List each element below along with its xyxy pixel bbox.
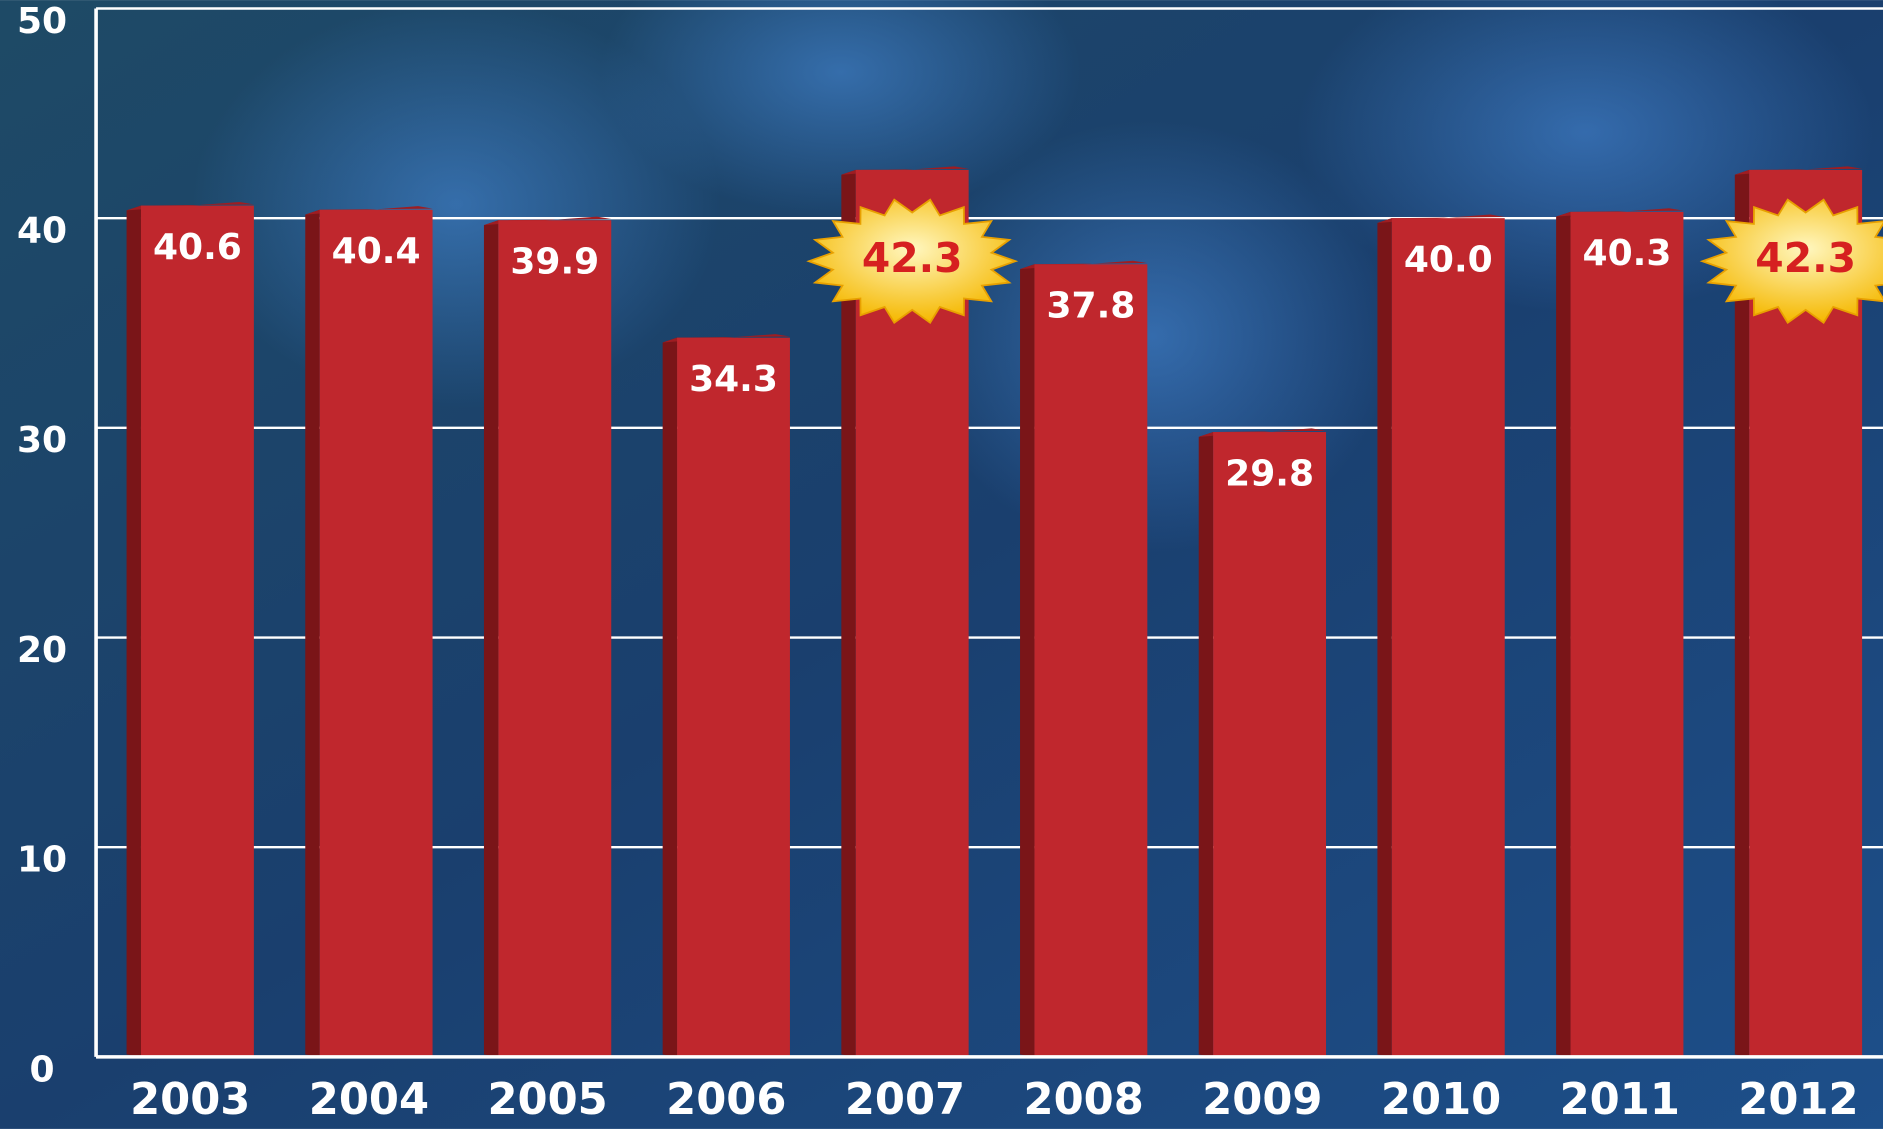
- bar-top: [1020, 260, 1148, 270]
- data-label: 37.8: [1046, 286, 1135, 327]
- x-tick-label: 2012: [1738, 1075, 1858, 1125]
- starburst: [1699, 198, 1883, 324]
- data-label: 34.3: [689, 359, 778, 400]
- bar-side: [1377, 218, 1392, 1057]
- x-tick-label: 2005: [487, 1075, 607, 1125]
- x-tick-label: 2007: [845, 1075, 965, 1125]
- x-tick-label: 2009: [1202, 1075, 1322, 1125]
- data-label: 40.3: [1583, 233, 1672, 274]
- bar-top: [1734, 166, 1863, 175]
- bar: [498, 220, 612, 1057]
- x-tick-label: 2008: [1024, 1075, 1144, 1125]
- bar-top: [1556, 208, 1684, 217]
- bar: [1749, 169, 1863, 1057]
- data-label: 39.9: [510, 241, 599, 282]
- bar: [1570, 211, 1684, 1057]
- bar-top: [305, 206, 433, 215]
- bar-top: [483, 216, 612, 226]
- bar-side: [1734, 169, 1750, 1057]
- bar: [1213, 432, 1327, 1057]
- starburst: [806, 198, 1019, 324]
- firework: [600, 0, 1081, 217]
- data-label: 40.0: [1404, 239, 1493, 280]
- bar-side: [841, 169, 856, 1057]
- y-tick-label: 40: [17, 211, 67, 252]
- bar-side: [1020, 264, 1035, 1057]
- x-tick-label: 2006: [666, 1075, 786, 1125]
- y-tick-label: 10: [17, 840, 67, 881]
- bar-side: [1198, 432, 1214, 1057]
- x-tick-label: 2003: [130, 1075, 250, 1125]
- bar-side: [662, 337, 678, 1057]
- bar: [1034, 264, 1148, 1057]
- bar-side: [126, 205, 141, 1057]
- y-tick-label: 30: [17, 420, 67, 461]
- bar-top: [662, 334, 790, 343]
- bar: [1391, 218, 1505, 1057]
- plot-area: 0 10 20 30 40 50 2003 40.6 2004 40.4 2005 39.9 2006 3…: [17, 1, 1883, 1125]
- bar-top: [841, 166, 969, 175]
- x-tick-label: 2004: [309, 1075, 429, 1125]
- bar-side: [305, 209, 320, 1057]
- data-label: 42.3: [1755, 234, 1856, 282]
- bar: [855, 169, 969, 1057]
- bar: [677, 337, 790, 1057]
- x-tick-label: 2010: [1381, 1075, 1501, 1125]
- data-label: 40.6: [153, 227, 242, 268]
- bar-top: [1377, 214, 1505, 223]
- bar-side: [1556, 211, 1571, 1057]
- y-tick-label: 50: [17, 1, 67, 42]
- bar: [140, 205, 254, 1057]
- bar-top: [126, 201, 254, 211]
- y-tick-label: 20: [17, 630, 67, 671]
- data-label: 40.4: [332, 231, 421, 272]
- bar-top: [1198, 428, 1327, 437]
- x-tick-label: 2011: [1560, 1075, 1680, 1125]
- y-tick-label: 0: [30, 1049, 55, 1090]
- data-label: 29.8: [1225, 453, 1314, 494]
- bar-side: [483, 220, 499, 1057]
- data-label: 42.3: [862, 234, 963, 282]
- bar: [319, 209, 433, 1057]
